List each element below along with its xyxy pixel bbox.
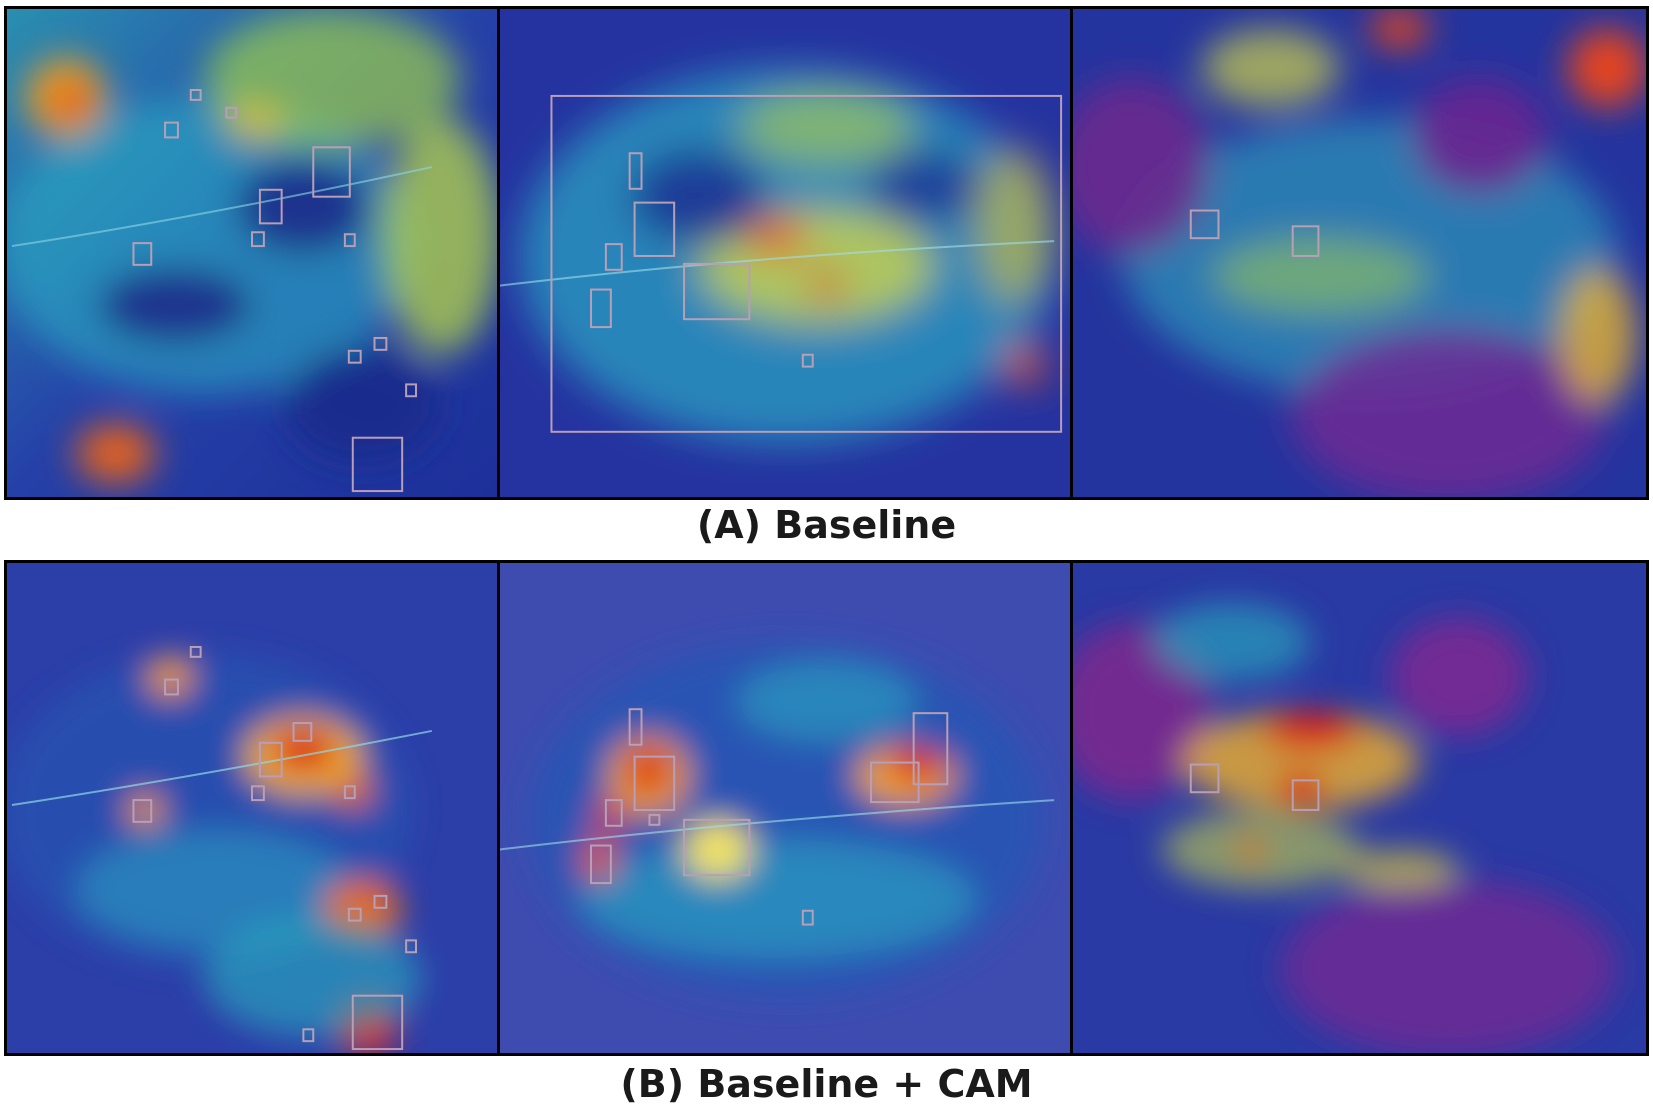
bounding-boxes xyxy=(132,89,417,493)
bounding-boxes xyxy=(1189,209,1320,257)
panel-b-left xyxy=(4,560,501,1056)
panel-a-middle xyxy=(497,6,1074,500)
caption-baseline-cam: (B) Baseline + CAM xyxy=(620,1062,1033,1106)
bounding-boxes xyxy=(550,94,1063,433)
bounding-boxes xyxy=(132,645,417,1051)
panel-b-middle xyxy=(497,560,1074,1056)
caption-baseline: (A) Baseline xyxy=(696,503,957,547)
panel-b-right xyxy=(1070,560,1649,1056)
heatmap-image xyxy=(7,563,498,1053)
heatmap-image xyxy=(7,9,498,497)
heatmap-image xyxy=(500,563,1071,1053)
bounding-boxes xyxy=(590,708,949,926)
bounding-boxes xyxy=(1189,763,1320,811)
heatmap-image xyxy=(500,9,1071,497)
heatmap-image xyxy=(1073,9,1646,497)
panel-a-left xyxy=(4,6,501,500)
panel-a-right xyxy=(1070,6,1649,500)
heatmap-image xyxy=(1073,563,1646,1053)
